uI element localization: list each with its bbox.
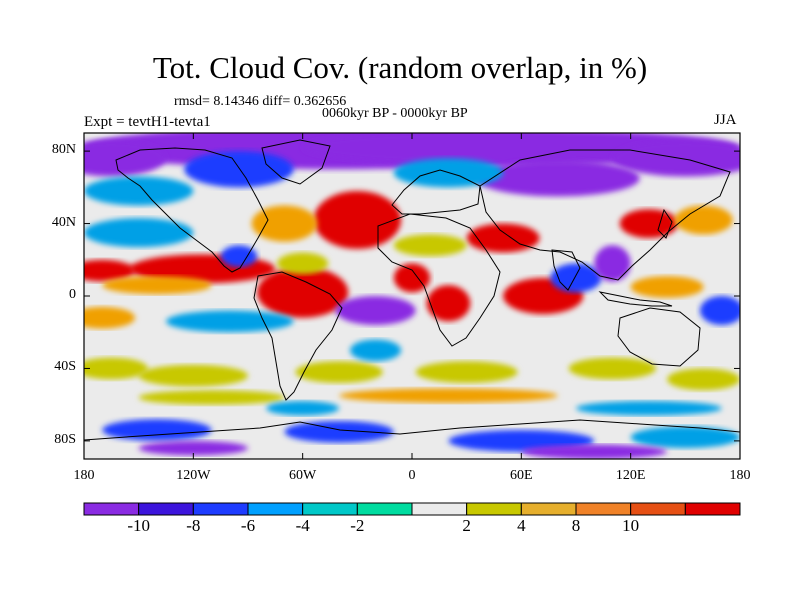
lon-tick-label: 60E [510, 468, 533, 483]
anomaly-region-24 [619, 209, 679, 239]
anomaly-region-47 [277, 252, 329, 275]
colorbar-label: 4 [517, 516, 526, 535]
axis-ticks [83, 133, 741, 459]
coastlines [84, 139, 740, 441]
anomaly-region-39 [576, 401, 722, 416]
coastline-antarctica [84, 419, 740, 441]
colorbar-swatch [520, 502, 577, 516]
anomaly-region-46 [220, 245, 258, 268]
anomaly-region-36 [138, 390, 285, 405]
colorbar-label: 10 [622, 516, 640, 535]
anomaly-region-5 [475, 160, 640, 197]
season-label: JJA [714, 112, 737, 128]
period-label: 0060kyr BP - 0000kyr BP [322, 106, 468, 121]
lat-tick-label: 40S [54, 359, 76, 375]
colorbar-swatch [192, 502, 249, 516]
stats-label: rmsd= 8.14346 diff= 0.362656 [174, 94, 347, 109]
anomaly-region-43 [630, 426, 740, 449]
colorbar-swatch [247, 502, 304, 516]
anomaly-region-34 [667, 368, 740, 391]
colorbar-swatch [83, 502, 140, 516]
anomaly-region-6 [184, 151, 294, 188]
coastline-north-america [115, 147, 269, 273]
colorbar-swatch [356, 502, 413, 516]
anomaly-region-29 [84, 357, 148, 380]
lat-tick-label: 80N [51, 142, 76, 158]
anomaly-region-25 [674, 205, 733, 235]
lon-tick-label: 0 [408, 468, 416, 483]
anomaly-region-20 [426, 285, 471, 322]
anomaly-region-21 [466, 223, 540, 253]
coastline-asia [479, 149, 731, 281]
coastline-africa [377, 213, 501, 347]
anomaly-region-35 [350, 339, 402, 362]
anomaly-region-31 [295, 361, 383, 383]
map-field [84, 133, 740, 459]
colorbar-swatch [302, 502, 358, 516]
coastline-australia [617, 307, 701, 367]
anomaly-region-18 [335, 296, 416, 325]
colorbar-swatch [684, 502, 741, 516]
colorbar-swatch [411, 502, 468, 516]
anomaly-region-10 [251, 205, 318, 242]
anomaly-region-15 [102, 276, 212, 295]
anomaly-region-27 [630, 276, 704, 298]
map-title: Tot. Cloud Cov. (random overlap, in %) [152, 50, 648, 85]
anomaly-region-30 [138, 364, 248, 387]
anomaly-region-14 [257, 267, 349, 318]
anomaly-region-12 [84, 259, 136, 282]
anomaly-region-26 [594, 245, 631, 282]
colorbar-swatch [466, 502, 522, 516]
lat-tick-label: 80S [54, 431, 76, 447]
lon-tick-label: 120W [176, 468, 211, 483]
anomaly-region-44 [138, 440, 248, 456]
anomaly-region-37 [339, 388, 558, 403]
colorbar-swatch [138, 502, 194, 516]
coastline-south-america [253, 271, 343, 401]
anomaly-region-4 [612, 140, 740, 177]
lon-tick-label: 60W [289, 468, 317, 483]
anomaly-region-19 [393, 263, 431, 293]
anomaly-region-8 [84, 176, 194, 206]
anomaly-region-16 [84, 306, 136, 329]
colorbar [83, 502, 741, 516]
colorbar-label: -8 [186, 516, 201, 535]
anomaly-region-11 [84, 218, 194, 248]
lat-tick-label: 40N [51, 214, 76, 230]
anomaly-region-32 [415, 361, 518, 383]
experiment-label: Expt = tevtH1-tevta1 [84, 114, 211, 130]
anomaly-region-41 [284, 420, 394, 443]
coastline-greenland [261, 139, 331, 185]
coastline-europe [391, 169, 481, 215]
anomaly-region-28 [699, 296, 740, 325]
lon-tick-label: 180 [729, 468, 751, 483]
lon-tick-label: 120E [615, 468, 646, 483]
colorbar-label: -10 [127, 516, 150, 535]
colorbar-swatch [630, 502, 686, 516]
anomaly-region-38 [266, 401, 340, 416]
colorbar-label: 8 [571, 516, 581, 535]
colorbar-label: -4 [295, 516, 310, 535]
colorbar-swatch [575, 502, 632, 516]
anomaly-region-45 [521, 444, 668, 459]
anomaly-region-40 [102, 419, 212, 441]
coastline-japan [657, 208, 673, 239]
colorbar-label: 2 [462, 516, 471, 535]
anomaly-region-48 [393, 234, 467, 257]
coastline-indonesia [598, 291, 673, 307]
colorbar-label: -2 [350, 516, 365, 535]
anomaly-region-9 [313, 190, 402, 249]
anomaly-region-17 [166, 310, 294, 333]
coastline-india [551, 249, 581, 291]
lat-tick-label: 0 [69, 287, 76, 302]
lon-tick-label: 180 [73, 468, 95, 483]
colorbar-label: -6 [240, 516, 256, 535]
anomaly-region-33 [568, 357, 657, 380]
